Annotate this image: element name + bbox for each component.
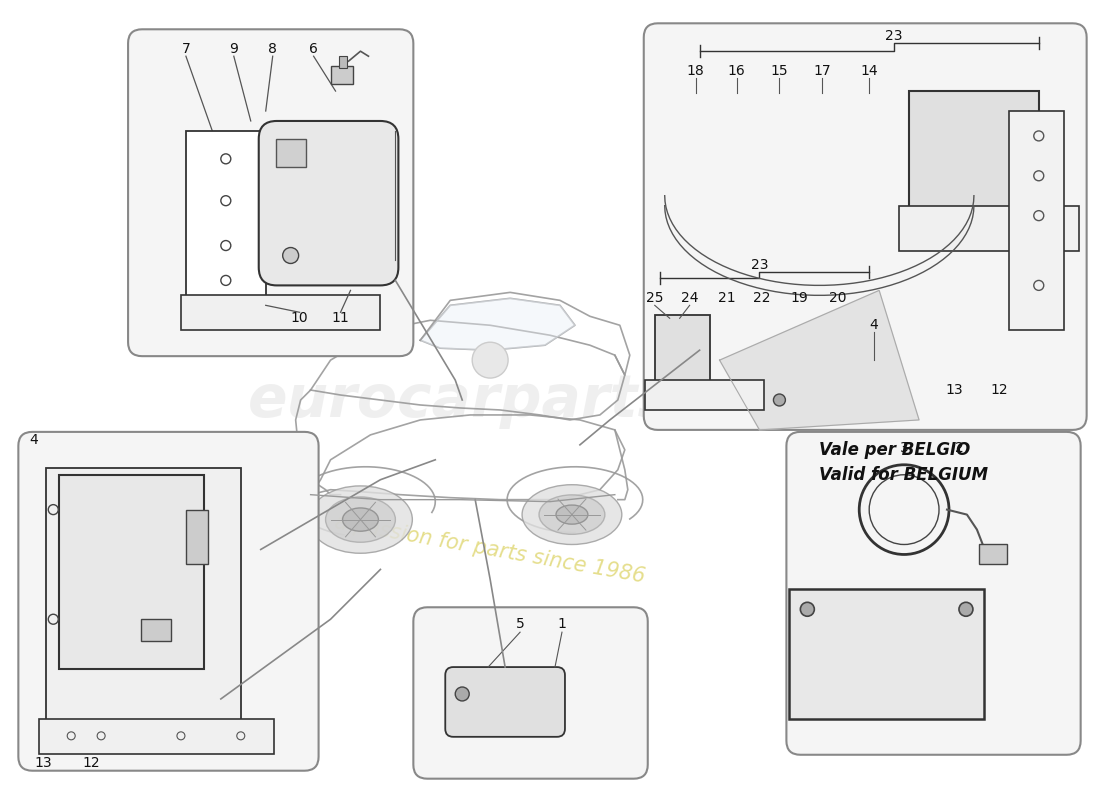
- Text: 17: 17: [814, 64, 832, 78]
- Text: 19: 19: [791, 291, 808, 306]
- FancyBboxPatch shape: [446, 667, 565, 737]
- Ellipse shape: [556, 505, 587, 524]
- Bar: [180, 295, 381, 330]
- Text: 6: 6: [309, 42, 318, 56]
- Circle shape: [236, 732, 245, 740]
- Text: 23: 23: [886, 30, 903, 43]
- Text: 5: 5: [516, 618, 525, 631]
- FancyBboxPatch shape: [644, 23, 1087, 430]
- Text: Valid for BELGIUM: Valid for BELGIUM: [820, 466, 988, 484]
- Circle shape: [1034, 170, 1044, 181]
- Circle shape: [221, 275, 231, 286]
- Circle shape: [67, 732, 75, 740]
- Circle shape: [221, 241, 231, 250]
- Circle shape: [1034, 210, 1044, 221]
- Ellipse shape: [326, 497, 395, 542]
- Text: 8: 8: [268, 42, 277, 56]
- Bar: [1009, 111, 1064, 330]
- Circle shape: [221, 196, 231, 206]
- Bar: [186, 510, 208, 565]
- FancyBboxPatch shape: [19, 432, 319, 770]
- Bar: [46, 468, 241, 727]
- FancyBboxPatch shape: [258, 121, 398, 286]
- Circle shape: [801, 602, 814, 616]
- Bar: [899, 206, 1079, 250]
- Circle shape: [1034, 281, 1044, 290]
- Text: Vale per BELGIO: Vale per BELGIO: [820, 441, 970, 459]
- Bar: [979, 545, 1006, 565]
- Text: 25: 25: [646, 291, 663, 306]
- Bar: [645, 380, 764, 410]
- Text: 24: 24: [681, 291, 698, 306]
- Text: 9: 9: [230, 42, 239, 56]
- Ellipse shape: [539, 495, 605, 534]
- Text: 7: 7: [182, 42, 190, 56]
- Text: 11: 11: [332, 311, 350, 326]
- Text: eurocarparts: eurocarparts: [248, 371, 673, 429]
- Text: 1: 1: [558, 618, 566, 631]
- Text: 21: 21: [717, 291, 736, 306]
- Circle shape: [472, 342, 508, 378]
- FancyBboxPatch shape: [414, 607, 648, 778]
- Text: 3: 3: [900, 441, 909, 455]
- Polygon shape: [719, 290, 920, 430]
- Circle shape: [1034, 131, 1044, 141]
- FancyBboxPatch shape: [128, 30, 414, 356]
- Text: 10: 10: [290, 311, 308, 326]
- Ellipse shape: [309, 486, 412, 554]
- Text: a passion for parts since 1986: a passion for parts since 1986: [333, 512, 647, 586]
- Bar: [909, 91, 1038, 210]
- Circle shape: [97, 732, 106, 740]
- Ellipse shape: [342, 508, 378, 531]
- Bar: [141, 619, 170, 641]
- Text: 13: 13: [34, 756, 52, 770]
- Bar: [339, 56, 346, 68]
- Bar: [790, 590, 983, 719]
- Circle shape: [455, 687, 470, 701]
- Ellipse shape: [522, 485, 622, 545]
- Text: 12: 12: [82, 756, 100, 770]
- Text: 12: 12: [990, 383, 1008, 397]
- Bar: [276, 139, 306, 167]
- Text: 20: 20: [828, 291, 846, 306]
- Polygon shape: [420, 298, 575, 350]
- Bar: [654, 315, 710, 385]
- Circle shape: [48, 614, 58, 624]
- Text: 22: 22: [752, 291, 770, 306]
- Text: 2: 2: [955, 441, 964, 455]
- Text: 4: 4: [30, 433, 38, 447]
- Circle shape: [221, 154, 231, 164]
- Text: 15: 15: [771, 64, 789, 78]
- Bar: [186, 131, 266, 306]
- Circle shape: [283, 247, 298, 263]
- Bar: [59, 474, 204, 669]
- Text: 16: 16: [728, 64, 746, 78]
- Circle shape: [959, 602, 972, 616]
- Bar: [331, 66, 352, 84]
- Text: 23: 23: [750, 258, 768, 273]
- FancyBboxPatch shape: [786, 432, 1080, 754]
- Circle shape: [177, 732, 185, 740]
- Text: 18: 18: [686, 64, 704, 78]
- Circle shape: [48, 505, 58, 514]
- Text: 14: 14: [860, 64, 878, 78]
- Text: 4: 4: [870, 318, 879, 332]
- Bar: [40, 719, 274, 754]
- Circle shape: [773, 394, 785, 406]
- Text: 13: 13: [945, 383, 962, 397]
